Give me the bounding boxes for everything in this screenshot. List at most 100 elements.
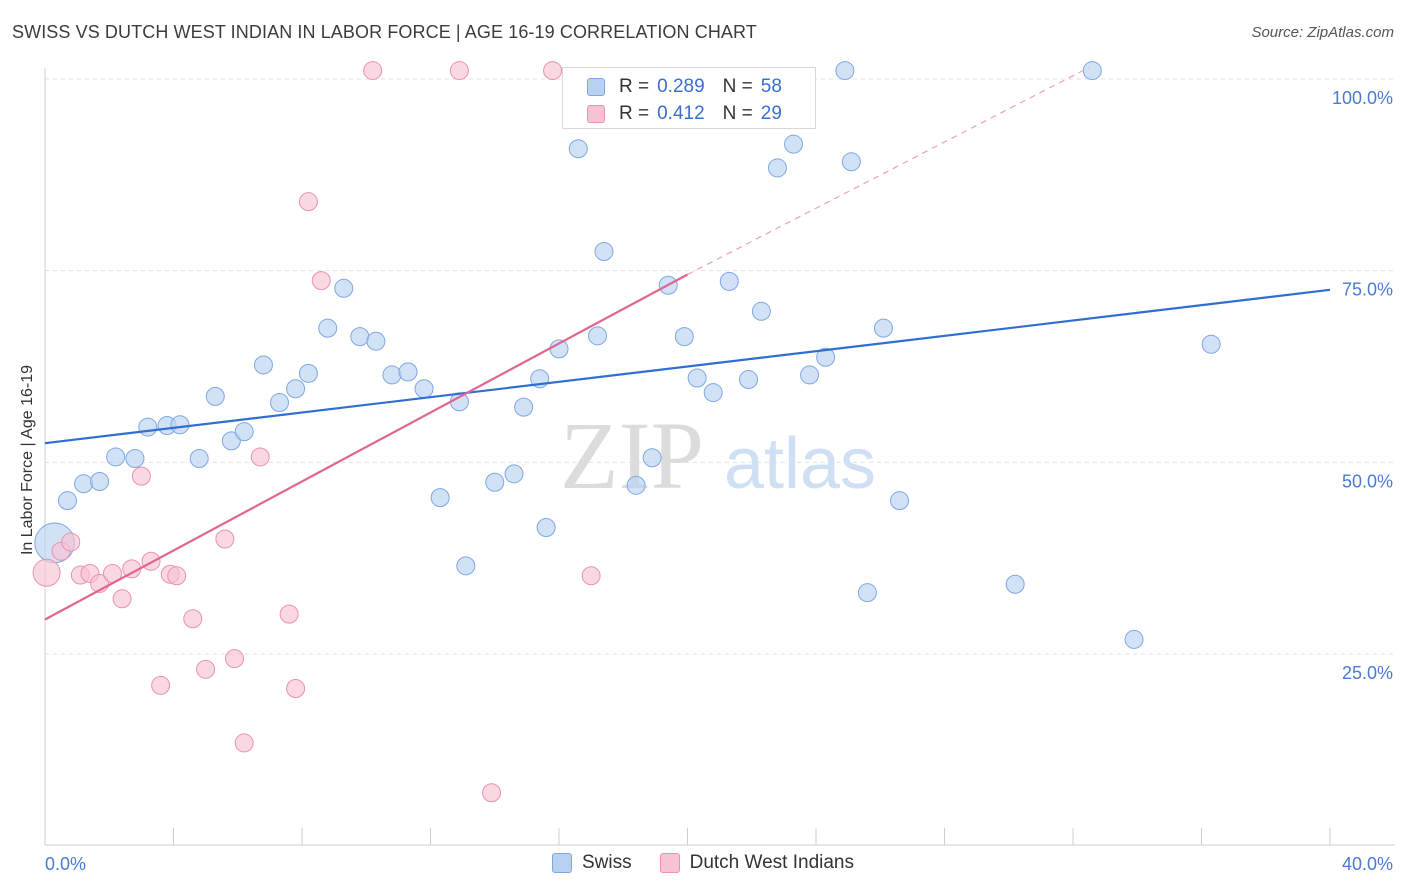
data-point-swiss bbox=[74, 474, 94, 494]
data-point-swiss bbox=[382, 365, 402, 385]
data-point-swiss bbox=[90, 472, 110, 491]
legend-item-dutch[interactable]: Dutch West Indians bbox=[659, 852, 855, 874]
data-point-swiss bbox=[125, 449, 145, 468]
data-point-dutch bbox=[151, 675, 171, 695]
data-point-swiss bbox=[286, 379, 306, 399]
data-point-dutch bbox=[286, 679, 306, 698]
y-tick-label: 100.0% bbox=[1332, 88, 1393, 108]
stats-legend: R = 0.289 N = 58 R = 0.412 N = 29 bbox=[562, 67, 816, 129]
data-point-swiss bbox=[841, 152, 861, 172]
trend-line-dutch-extension bbox=[687, 66, 1090, 276]
legend-swatch-swiss bbox=[551, 853, 572, 873]
data-point-dutch bbox=[298, 192, 318, 212]
data-point-swiss bbox=[366, 331, 386, 351]
legend-label-swiss: Swiss bbox=[581, 852, 632, 873]
data-point-swiss bbox=[739, 370, 759, 390]
legend-swatch-dutch bbox=[659, 853, 680, 873]
data-point-swiss bbox=[687, 368, 707, 388]
data-point-swiss bbox=[873, 318, 893, 338]
data-point-dutch bbox=[215, 529, 235, 549]
y-tick-label: 50.0% bbox=[1342, 471, 1393, 491]
legend-swatch-swiss bbox=[587, 78, 605, 96]
data-point-swiss bbox=[767, 158, 787, 178]
chart-source: Source: ZipAtlas.com bbox=[1251, 24, 1394, 41]
data-point-swiss bbox=[719, 271, 739, 291]
data-point-swiss bbox=[703, 383, 723, 403]
data-point-swiss bbox=[800, 365, 820, 385]
data-point-swiss bbox=[1201, 334, 1221, 354]
data-point-swiss bbox=[1082, 61, 1102, 81]
data-point-dutch bbox=[32, 558, 61, 587]
data-point-swiss bbox=[594, 242, 614, 261]
data-point-dutch bbox=[141, 551, 161, 571]
data-point-swiss bbox=[1005, 574, 1025, 594]
data-point-swiss bbox=[205, 386, 225, 406]
x-tick-labels: 0.0% 40.0% bbox=[45, 854, 1393, 874]
data-point-swiss bbox=[350, 327, 370, 347]
data-point-swiss bbox=[398, 362, 418, 382]
x-tick-label: 0.0% bbox=[45, 854, 86, 874]
data-point-dutch bbox=[112, 589, 132, 609]
data-point-swiss bbox=[430, 488, 450, 508]
data-point-dutch bbox=[363, 61, 383, 81]
data-point-swiss bbox=[485, 472, 505, 492]
legend-r-value: 0.289 bbox=[657, 76, 705, 97]
data-point-swiss bbox=[536, 518, 556, 537]
data-point-swiss bbox=[816, 347, 836, 367]
legend-r-value: 0.412 bbox=[657, 103, 705, 124]
data-point-dutch bbox=[167, 566, 187, 586]
x-tick-label: 40.0% bbox=[1342, 854, 1393, 874]
data-point-swiss bbox=[751, 301, 771, 321]
watermark-atlas: atlas bbox=[724, 424, 876, 504]
legend-item-swiss[interactable]: Swiss bbox=[551, 852, 632, 874]
axes bbox=[44, 68, 1395, 846]
data-point-swiss bbox=[334, 278, 354, 298]
data-point-dutch bbox=[234, 733, 254, 753]
legend-r-label: R = bbox=[619, 76, 650, 97]
trend-line-swiss bbox=[44, 288, 1331, 445]
data-point-dutch bbox=[183, 609, 203, 629]
data-point-dutch bbox=[543, 61, 563, 81]
y-tick-label: 75.0% bbox=[1342, 280, 1393, 300]
legend-n-label: N = bbox=[722, 76, 753, 97]
legend-label-dutch: Dutch West Indians bbox=[689, 852, 855, 873]
data-point-dutch bbox=[482, 783, 502, 803]
data-point-swiss bbox=[270, 393, 290, 413]
legend-n-value: 58 bbox=[760, 76, 782, 97]
chart-title: SWISS VS DUTCH WEST INDIAN IN LABOR FORC… bbox=[12, 22, 757, 42]
data-point-dutch bbox=[581, 566, 601, 586]
data-point-swiss bbox=[253, 355, 273, 375]
data-point-swiss bbox=[514, 397, 534, 417]
data-point-dutch bbox=[196, 659, 216, 679]
data-point-dutch bbox=[311, 271, 331, 291]
data-point-swiss bbox=[456, 556, 476, 576]
gridlines bbox=[45, 78, 1395, 655]
watermark: ZIP atlas bbox=[560, 402, 876, 509]
trend-lines bbox=[44, 66, 1331, 621]
legend-swatch-dutch bbox=[587, 105, 605, 123]
series-legend: Swiss Dutch West Indians bbox=[0, 852, 1406, 874]
data-point-swiss bbox=[414, 379, 434, 399]
data-point-swiss bbox=[890, 491, 910, 511]
data-point-swiss bbox=[674, 327, 694, 347]
data-point-swiss bbox=[784, 134, 804, 154]
data-point-swiss bbox=[189, 449, 209, 468]
data-point-dutch bbox=[250, 447, 270, 467]
data-point-swiss bbox=[568, 139, 588, 159]
data-point-dutch bbox=[225, 649, 245, 669]
data-point-dutch bbox=[131, 466, 151, 486]
legend-r-label: R = bbox=[619, 103, 650, 124]
data-point-swiss bbox=[234, 422, 254, 442]
legend-n-value: 29 bbox=[760, 103, 782, 124]
series-swiss-points bbox=[34, 61, 1221, 649]
data-point-dutch bbox=[61, 532, 81, 552]
legend-row-swiss: R = 0.289 N = 58 bbox=[587, 74, 782, 100]
data-point-swiss bbox=[857, 583, 877, 603]
data-point-swiss bbox=[1124, 629, 1144, 649]
y-tick-labels: 25.0% 50.0% 75.0% 100.0% bbox=[1332, 88, 1393, 683]
data-point-swiss bbox=[588, 326, 608, 346]
data-point-dutch bbox=[279, 604, 299, 624]
data-point-swiss bbox=[642, 448, 662, 468]
data-point-swiss bbox=[626, 475, 646, 495]
y-tick-label: 25.0% bbox=[1342, 663, 1393, 683]
